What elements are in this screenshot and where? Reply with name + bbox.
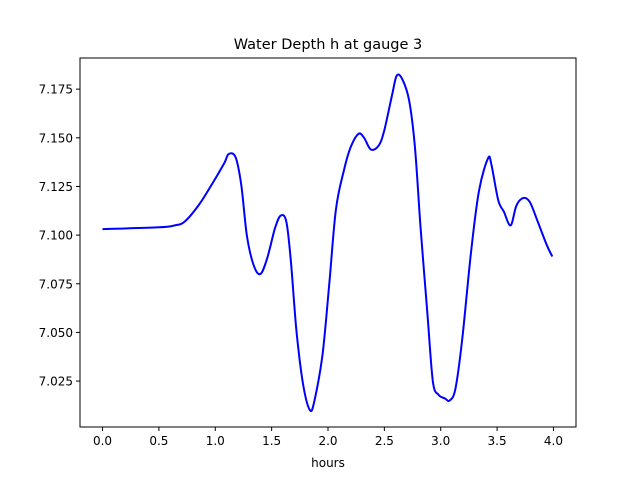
x-tick-label: 0.5	[149, 434, 168, 448]
x-axis-label: hours	[311, 456, 345, 470]
y-tick-label: 7.125	[39, 180, 73, 194]
x-tick-label: 2.5	[375, 434, 394, 448]
chart-title: Water Depth h at gauge 3	[234, 37, 422, 53]
x-tick-label: 2.0	[318, 434, 337, 448]
y-tick-label: 7.025	[39, 375, 73, 389]
series-line-h	[102, 73, 554, 413]
x-tick-label: 1.0	[206, 434, 225, 448]
y-tick-label: 7.075	[39, 277, 73, 291]
y-tick-label: 7.100	[39, 229, 73, 243]
x-tick-label: 3.0	[431, 434, 450, 448]
y-tick-label: 7.050	[39, 326, 73, 340]
plot-area-frame	[79, 57, 577, 428]
y-axis-ticks: 7.025 7.050 7.075 7.100 7.125 7.150 7.175	[39, 83, 80, 389]
y-tick-label: 7.150	[39, 131, 73, 145]
x-tick-label: 4.0	[544, 434, 563, 448]
x-tick-label: 3.5	[488, 434, 507, 448]
x-tick-label: 0.0	[93, 434, 112, 448]
x-axis-ticks: 0.0 0.5 1.0 1.5 2.0 2.5 3.0 3.5 4.0	[93, 427, 563, 448]
y-tick-label: 7.175	[39, 83, 73, 97]
x-tick-label: 1.5	[262, 434, 281, 448]
